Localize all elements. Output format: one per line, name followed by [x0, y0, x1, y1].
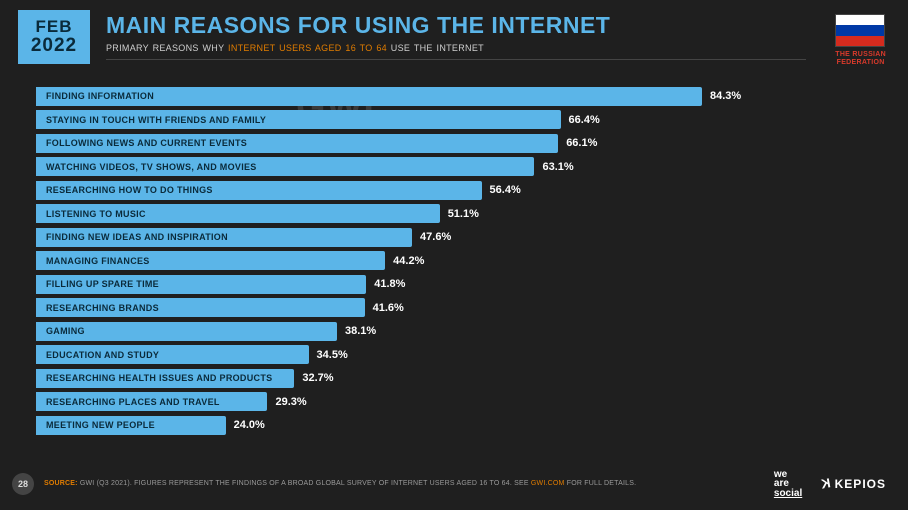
- flag-stripe-2: [836, 25, 884, 35]
- bar: RESEARCHING HOW TO DO THINGS: [36, 181, 482, 200]
- bar-label: FOLLOWING NEWS AND CURRENT EVENTS: [36, 138, 247, 148]
- bar: MEETING NEW PEOPLE: [36, 416, 226, 435]
- title-block: MAIN REASONS FOR USING THE INTERNET PRIM…: [106, 10, 835, 60]
- bar-row: STAYING IN TOUCH WITH FRIENDS AND FAMILY…: [36, 108, 872, 132]
- bar-label: WATCHING VIDEOS, TV SHOWS, AND MOVIES: [36, 162, 257, 172]
- flag-block: THE RUSSIAN FEDERATION: [835, 10, 886, 66]
- bar-row: MANAGING FINANCES 44.2%: [36, 249, 872, 273]
- bar-label: STAYING IN TOUCH WITH FRIENDS AND FAMILY: [36, 115, 266, 125]
- bar-label: RESEARCHING PLACES AND TRAVEL: [36, 397, 220, 407]
- flag-label-2: FEDERATION: [835, 59, 886, 67]
- logo-wearesocial: we are social: [774, 470, 802, 499]
- bar-value: 41.8%: [374, 278, 405, 290]
- bar: RESEARCHING BRANDS: [36, 298, 365, 317]
- source-body-1: GWI (Q3 2021). FIGURES REPRESENT THE FIN…: [78, 480, 531, 487]
- flag-label-1: THE RUSSIAN: [835, 51, 886, 59]
- bar-row: RESEARCHING HOW TO DO THINGS 56.4%: [36, 178, 872, 202]
- flag-stripe-1: [836, 15, 884, 25]
- bar-row: MEETING NEW PEOPLE 24.0%: [36, 413, 872, 437]
- bar-label: RESEARCHING HEALTH ISSUES AND PRODUCTS: [36, 373, 272, 383]
- bar-row: FILLING UP SPARE TIME 41.8%: [36, 272, 872, 296]
- bar: EDUCATION AND STUDY: [36, 345, 309, 364]
- bar-row: GAMING 38.1%: [36, 319, 872, 343]
- logo-was-line-3: social: [774, 489, 802, 499]
- bar-label: FINDING INFORMATION: [36, 91, 154, 101]
- bar-value: 34.5%: [317, 349, 348, 361]
- bar: WATCHING VIDEOS, TV SHOWS, AND MOVIES: [36, 157, 534, 176]
- bar-row: RESEARCHING PLACES AND TRAVEL 29.3%: [36, 390, 872, 414]
- bar-value: 47.6%: [420, 231, 451, 243]
- date-badge: FEB 2022: [18, 10, 90, 64]
- bar-value: 41.6%: [373, 302, 404, 314]
- bars-container: FINDING INFORMATION 84.3% STAYING IN TOUCH…: [36, 84, 872, 437]
- bar-row: FINDING INFORMATION 84.3%: [36, 84, 872, 108]
- bar-label: FILLING UP SPARE TIME: [36, 279, 159, 289]
- bar-label: LISTENING TO MUSIC: [36, 209, 146, 219]
- bar-value: 84.3%: [710, 90, 741, 102]
- bar: MANAGING FINANCES: [36, 251, 385, 270]
- page-subtitle: PRIMARY REASONS WHY INTERNET USERS AGED …: [106, 43, 835, 53]
- bar-value: 29.3%: [275, 396, 306, 408]
- bar-label: RESEARCHING HOW TO DO THINGS: [36, 185, 213, 195]
- subtitle-post: USE THE INTERNET: [387, 43, 484, 53]
- source-label: SOURCE:: [44, 480, 78, 487]
- bar: FILLING UP SPARE TIME: [36, 275, 366, 294]
- bar-label: GAMING: [36, 326, 85, 336]
- bar-value: 56.4%: [490, 184, 521, 196]
- bar: LISTENING TO MUSIC: [36, 204, 440, 223]
- subtitle-highlight: INTERNET USERS AGED 16 TO 64: [228, 43, 387, 53]
- bar: STAYING IN TOUCH WITH FRIENDS AND FAMILY: [36, 110, 561, 129]
- bar-label: FINDING NEW IDEAS AND INSPIRATION: [36, 232, 228, 242]
- bar-value: 66.1%: [566, 137, 597, 149]
- bar-label: EDUCATION AND STUDY: [36, 350, 159, 360]
- bar-value: 51.1%: [448, 208, 479, 220]
- bar-row: FOLLOWING NEWS AND CURRENT EVENTS 66.1%: [36, 131, 872, 155]
- source-link: GWI.COM: [531, 480, 565, 487]
- bar-row: FINDING NEW IDEAS AND INSPIRATION 47.6%: [36, 225, 872, 249]
- page-number: 28: [12, 473, 34, 495]
- subtitle-underline: [106, 59, 806, 60]
- bar-value: 24.0%: [234, 419, 265, 431]
- bar-value: 32.7%: [302, 372, 333, 384]
- flag-icon: [835, 14, 885, 47]
- page-title: MAIN REASONS FOR USING THE INTERNET: [106, 12, 835, 39]
- footer: 28 SOURCE: GWI (Q3 2021). FIGURES REPRES…: [0, 470, 908, 499]
- source-text: SOURCE: GWI (Q3 2021). FIGURES REPRESENT…: [44, 480, 774, 487]
- chart: GWI. FINDING INFORMATION84.3%STAYING IN …: [36, 84, 872, 437]
- logo-kepios: K KEPIOS: [820, 476, 886, 491]
- date-year: 2022: [18, 36, 90, 56]
- subtitle-pre: PRIMARY REASONS WHY: [106, 43, 228, 53]
- bar: RESEARCHING PLACES AND TRAVEL: [36, 392, 267, 411]
- bar-value: 44.2%: [393, 255, 424, 267]
- bar: FOLLOWING NEWS AND CURRENT EVENTS: [36, 134, 558, 153]
- kepios-glyph-icon: K: [819, 475, 832, 492]
- kepios-text: KEPIOS: [835, 477, 886, 491]
- flag-stripe-3: [836, 36, 884, 46]
- source-body-2: FOR FULL DETAILS.: [565, 480, 637, 487]
- bar-row: EDUCATION AND STUDY 34.5%: [36, 343, 872, 367]
- bar-value: 66.4%: [569, 114, 600, 126]
- bar-value: 63.1%: [542, 161, 573, 173]
- header: FEB 2022 MAIN REASONS FOR USING THE INTE…: [0, 0, 908, 66]
- bar-label: MANAGING FINANCES: [36, 256, 150, 266]
- bar: FINDING INFORMATION: [36, 87, 702, 106]
- flag-label: THE RUSSIAN FEDERATION: [835, 51, 886, 66]
- bar: FINDING NEW IDEAS AND INSPIRATION: [36, 228, 412, 247]
- bar-row: RESEARCHING HEALTH ISSUES AND PRODUCTS 32…: [36, 366, 872, 390]
- bar-label: RESEARCHING BRANDS: [36, 303, 159, 313]
- bar-row: WATCHING VIDEOS, TV SHOWS, AND MOVIES 63.…: [36, 155, 872, 179]
- bar: RESEARCHING HEALTH ISSUES AND PRODUCTS: [36, 369, 294, 388]
- date-month: FEB: [18, 18, 90, 36]
- bar: GAMING: [36, 322, 337, 341]
- bar-row: RESEARCHING BRANDS 41.6%: [36, 296, 872, 320]
- bar-label: MEETING NEW PEOPLE: [36, 420, 155, 430]
- bar-value: 38.1%: [345, 325, 376, 337]
- bar-row: LISTENING TO MUSIC 51.1%: [36, 202, 872, 226]
